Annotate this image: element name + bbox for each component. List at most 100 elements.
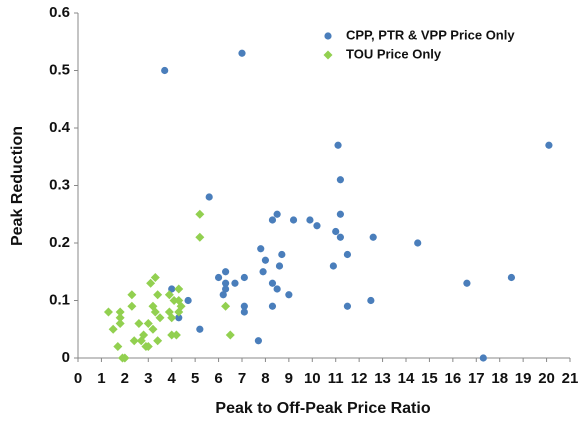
point (169, 296, 179, 305)
x-tick-label: 20 (538, 370, 555, 387)
point (222, 285, 230, 293)
point (336, 176, 344, 184)
point (155, 313, 165, 323)
point (369, 233, 377, 241)
point (174, 284, 184, 294)
point (289, 216, 298, 224)
point (127, 290, 137, 300)
point (240, 273, 248, 282)
x-tick-label: 13 (374, 370, 391, 387)
x-tick-label: 14 (398, 370, 415, 387)
legend-marker (323, 50, 333, 60)
point (153, 290, 163, 300)
point (545, 141, 553, 149)
point (240, 308, 248, 316)
point (238, 49, 246, 57)
point (175, 314, 183, 322)
point (143, 342, 153, 351)
x-tick-label: 11 (328, 370, 344, 387)
point (143, 319, 153, 328)
point (176, 301, 186, 311)
point (343, 250, 352, 259)
point (254, 337, 262, 345)
x-tick-label: 21 (562, 370, 579, 387)
y-tick-label: 0.5 (49, 61, 70, 78)
point (167, 313, 177, 323)
x-tick-label: 15 (421, 370, 438, 387)
point (332, 227, 340, 236)
x-tick-label: 7 (238, 370, 246, 387)
point (343, 302, 352, 310)
x-tick-label: 9 (285, 370, 293, 387)
point (118, 353, 128, 363)
y-tick-label: 0.2 (49, 234, 70, 251)
point (150, 273, 160, 282)
point (414, 239, 422, 247)
point (275, 262, 284, 270)
x-tick-label: 2 (121, 370, 129, 387)
point (222, 268, 230, 276)
point (115, 307, 125, 317)
point (268, 279, 277, 287)
x-tick-label: 5 (191, 370, 199, 387)
point (219, 291, 227, 299)
point (261, 256, 270, 264)
point (257, 245, 265, 253)
point (150, 307, 160, 317)
x-tick-label: 10 (304, 370, 321, 387)
point (127, 301, 137, 311)
legend-marker (324, 32, 332, 40)
x-tick-label: 19 (515, 370, 532, 387)
point (329, 262, 337, 270)
point (134, 319, 144, 328)
point (240, 302, 248, 310)
x-tick-label: 12 (351, 370, 368, 387)
point (336, 233, 344, 241)
point (164, 290, 174, 300)
point (196, 325, 204, 333)
point (108, 324, 118, 334)
point (161, 66, 169, 75)
point (113, 342, 123, 351)
point (146, 278, 156, 288)
point (103, 307, 113, 317)
point (148, 324, 158, 334)
y-tick-label: 0.1 (49, 291, 70, 308)
point (259, 268, 267, 276)
point (507, 273, 516, 282)
point (285, 291, 293, 299)
point (205, 193, 213, 201)
x-tick-label: 6 (214, 370, 222, 387)
x-tick-label: 8 (261, 370, 269, 387)
x-tick-label: 16 (445, 370, 462, 387)
point (115, 319, 125, 328)
x-tick-label: 18 (491, 370, 508, 387)
y-tick-label: 0 (62, 349, 70, 366)
point (463, 279, 471, 287)
point (129, 336, 139, 346)
point (222, 279, 230, 287)
y-tick-label: 0.4 (49, 119, 71, 136)
point (231, 279, 239, 287)
point (336, 210, 344, 218)
x-tick-label: 4 (168, 370, 177, 387)
x-tick-label: 3 (144, 370, 152, 387)
point (479, 354, 487, 362)
point (273, 210, 281, 218)
y-axis-title: Peak Reduction (9, 126, 26, 246)
point (273, 285, 281, 293)
x-tick-label: 1 (97, 370, 105, 387)
point (367, 296, 375, 305)
point (334, 141, 342, 149)
legend-label: CPP, PTR & VPP Price Only (346, 27, 515, 42)
point (221, 301, 231, 311)
point (268, 302, 277, 310)
point (195, 209, 205, 219)
point (195, 232, 205, 242)
point (153, 336, 163, 346)
point (184, 296, 192, 305)
y-tick-label: 0.6 (49, 4, 70, 21)
x-tick-label: 17 (468, 370, 485, 387)
x-tick-label: 0 (74, 370, 82, 387)
point (167, 330, 177, 340)
